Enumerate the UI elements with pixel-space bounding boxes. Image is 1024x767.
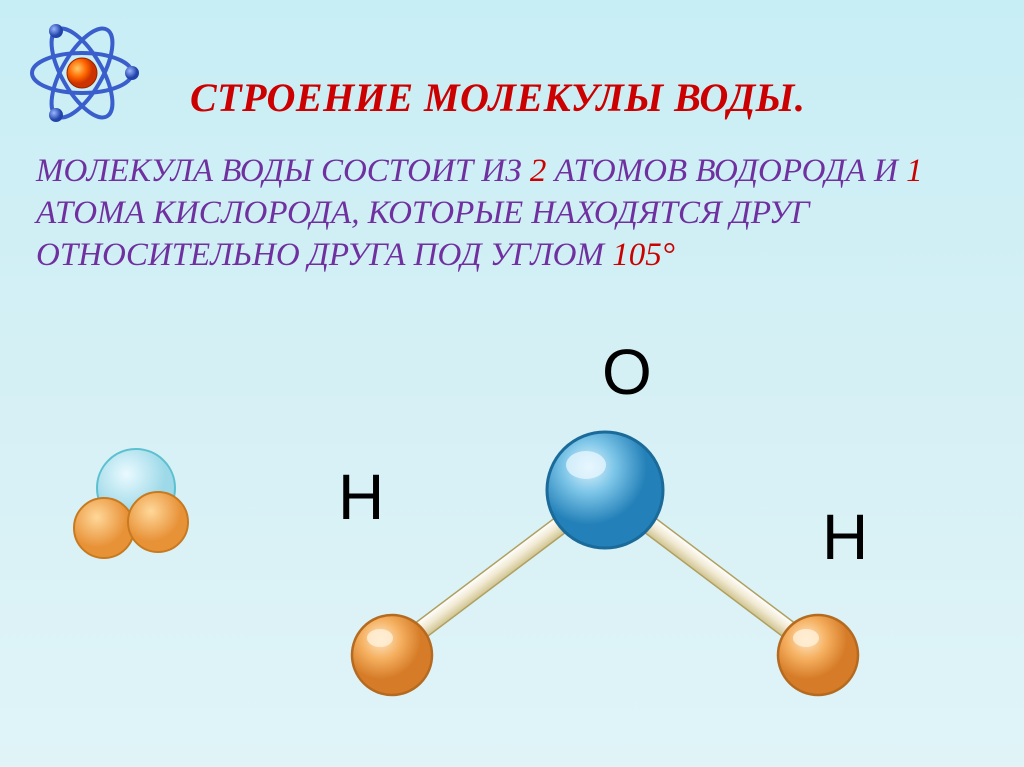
hydrogen-label-left: H [338,460,384,534]
hydrogen-label-right: H [822,500,868,574]
slide-title: СТРОЕНИЕ МОЛЕКУЛЫ ВОДЫ. [190,74,1004,121]
desc-part2: АТОМОВ ВОДОРОДА И [546,153,906,189]
description-text: МОЛЕКУЛА ВОДЫ СОСТОИТ ИЗ 2 АТОМОВ ВОДОРО… [36,150,994,277]
hydrogen-count: 2 [530,153,547,189]
bond-angle: 105° [612,237,675,273]
oxygen-label: O [602,335,652,409]
atom-decoration-icon [22,18,142,128]
water-molecule-diagram: O H H [320,335,880,735]
desc-part1: МОЛЕКУЛА ВОДЫ СОСТОИТ ИЗ [36,153,530,189]
small-water-molecule-icon [60,440,200,570]
desc-part3: АТОМА КИСЛОРОДА, КОТОРЫЕ НАХОДЯТСЯ ДРУГ … [36,195,810,273]
oxygen-count: 1 [906,153,923,189]
